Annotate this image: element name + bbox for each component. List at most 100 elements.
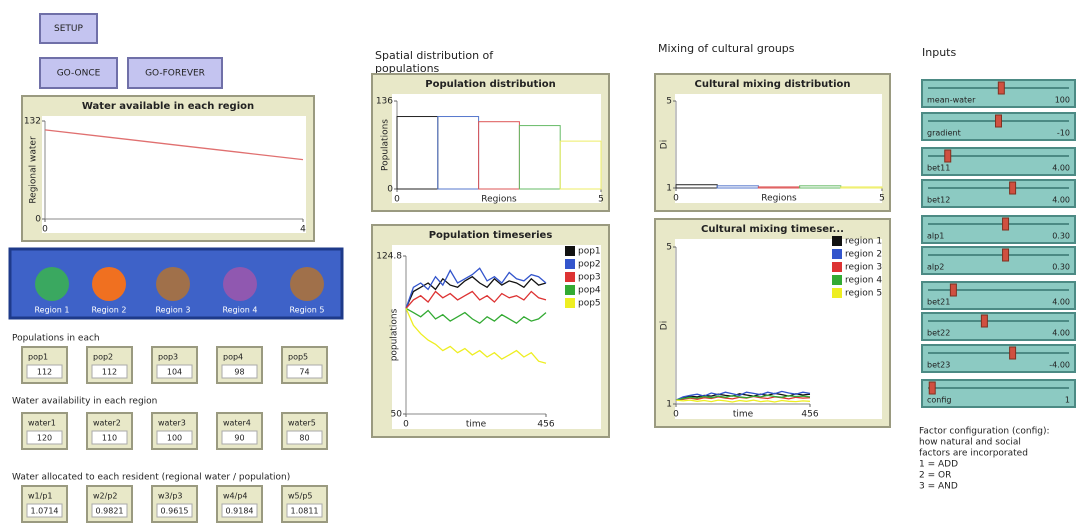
legend-swatch xyxy=(565,246,575,256)
monitor-name: pop5 xyxy=(288,353,308,362)
button[interactable] xyxy=(39,57,118,89)
slider-knob[interactable] xyxy=(1009,181,1017,195)
slider-knob[interactable] xyxy=(1002,248,1010,262)
button-label[interactable]: GO-ONCE xyxy=(57,69,101,79)
y-axis-label: Populations xyxy=(381,119,391,171)
button[interactable] xyxy=(127,57,223,89)
series-line xyxy=(405,267,547,309)
slider-knob[interactable] xyxy=(949,283,957,297)
slider-value: 0.30 xyxy=(1052,263,1070,272)
slider-knob[interactable] xyxy=(944,149,952,163)
series-line xyxy=(405,308,547,364)
region-patch xyxy=(156,267,190,301)
monitor-value-box xyxy=(156,430,193,445)
monitor-value-box xyxy=(286,364,323,379)
series-line xyxy=(405,307,547,324)
monitor-name: water4 xyxy=(223,419,251,428)
series-line xyxy=(675,394,811,401)
y-tick-label: 5 xyxy=(666,97,672,107)
slider-value: -10 xyxy=(1057,129,1070,138)
histogram-bar xyxy=(840,186,883,189)
monitor-value: 110 xyxy=(102,434,117,443)
slider-name: bet12 xyxy=(927,196,950,205)
monitor-value: 90 xyxy=(234,434,244,443)
legend-label: pop1 xyxy=(578,247,601,257)
section-title: Spatial distribution of xyxy=(375,49,494,62)
slider[interactable] xyxy=(921,179,1076,208)
legend-swatch xyxy=(565,272,575,282)
slider[interactable] xyxy=(921,379,1076,408)
slider-name: gradient xyxy=(927,129,961,138)
region-patch xyxy=(290,267,324,301)
y-axis-label: Di xyxy=(660,140,670,149)
legend-swatch xyxy=(565,259,575,269)
legend-swatch xyxy=(832,236,842,246)
slider-name: bet11 xyxy=(927,164,950,173)
slider-value: 4.00 xyxy=(1052,196,1070,205)
legend-swatch xyxy=(832,275,842,285)
slider-value: 4.00 xyxy=(1052,329,1070,338)
slider-value: 4.00 xyxy=(1052,298,1070,307)
slider[interactable] xyxy=(921,344,1076,373)
slider-name: alp2 xyxy=(927,263,944,272)
plot-area xyxy=(42,116,306,233)
button-label[interactable]: GO-FOREVER xyxy=(145,69,205,79)
monitor-caption: Populations in each xyxy=(12,334,100,344)
slider-knob[interactable] xyxy=(995,114,1002,128)
legend-label: pop2 xyxy=(578,260,601,270)
monitor-value: 80 xyxy=(299,434,309,443)
button[interactable] xyxy=(39,13,98,44)
slider-value: 4.00 xyxy=(1052,164,1070,173)
legend-label: region 1 xyxy=(845,237,882,247)
x-tick-label: 456 xyxy=(801,410,818,420)
x-tick-label: 5 xyxy=(598,195,604,205)
series-line xyxy=(405,275,547,309)
slider-knob[interactable] xyxy=(928,381,936,395)
plot-title: Population timeseries xyxy=(429,230,553,241)
slider[interactable] xyxy=(921,246,1076,275)
x-tick-label: 0 xyxy=(394,195,400,205)
slider[interactable] xyxy=(921,281,1076,310)
monitor-value-box xyxy=(26,364,63,379)
slider[interactable] xyxy=(921,312,1076,341)
legend-label: pop5 xyxy=(578,299,601,309)
slider-knob[interactable] xyxy=(1002,217,1010,231)
note-line: how natural and social xyxy=(919,438,1021,448)
slider-knob[interactable] xyxy=(997,81,1005,95)
slider-value: 100 xyxy=(1055,96,1070,105)
series-line xyxy=(675,390,811,401)
monitor-value: 98 xyxy=(234,368,244,377)
x-tick-label: 4 xyxy=(300,225,306,235)
monitor-value: 104 xyxy=(167,368,182,377)
region-patch xyxy=(223,267,257,301)
region-patch xyxy=(92,267,126,301)
note-line: 3 = AND xyxy=(919,482,958,492)
slider-name: mean-water xyxy=(927,96,976,105)
legend-swatch xyxy=(832,288,842,298)
legend-swatch xyxy=(565,298,575,308)
monitor-value-box xyxy=(91,364,128,379)
slider-knob[interactable] xyxy=(1009,346,1017,360)
slider[interactable] xyxy=(921,215,1076,244)
region-label: Region 1 xyxy=(34,306,69,315)
legend-label: pop3 xyxy=(578,273,601,283)
y-axis-label: Regional water xyxy=(29,136,39,204)
legend-label: region 2 xyxy=(845,250,882,260)
monitor-value: 112 xyxy=(102,368,117,377)
monitor-value-box xyxy=(26,503,63,518)
note-line: Factor configuration (config): xyxy=(919,427,1050,437)
plot-title: Cultural mixing timeser... xyxy=(701,224,844,235)
region-patch xyxy=(35,267,69,301)
slider-name: bet22 xyxy=(927,329,950,338)
slider-knob[interactable] xyxy=(980,314,988,328)
y-tick-label: 0 xyxy=(35,215,41,225)
section-title: Mixing of cultural groups xyxy=(658,42,795,55)
y-tick-label: 1 xyxy=(666,184,672,194)
section-title: Inputs xyxy=(922,46,956,59)
button-label[interactable]: SETUP xyxy=(54,24,83,34)
x-tick-label: 0 xyxy=(673,194,679,204)
monitor-value: 0.9184 xyxy=(226,507,254,516)
histogram-bar xyxy=(559,140,602,190)
monitor-value-box xyxy=(221,364,258,379)
